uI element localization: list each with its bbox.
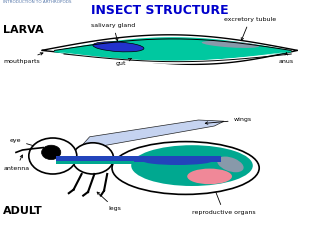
Ellipse shape <box>142 156 213 165</box>
Text: salivary gland: salivary gland <box>91 23 135 41</box>
Ellipse shape <box>202 41 259 48</box>
Polygon shape <box>42 35 298 64</box>
Text: antenna: antenna <box>3 155 29 170</box>
Ellipse shape <box>131 145 253 186</box>
Ellipse shape <box>112 142 259 194</box>
Text: anus: anus <box>278 53 293 64</box>
Polygon shape <box>56 161 134 164</box>
Ellipse shape <box>217 156 244 172</box>
Polygon shape <box>54 37 291 61</box>
Polygon shape <box>58 52 288 64</box>
Text: gut: gut <box>115 59 131 66</box>
Circle shape <box>72 143 114 174</box>
Text: INSECT STRUCTURE: INSECT STRUCTURE <box>91 4 229 17</box>
Polygon shape <box>83 120 224 148</box>
Text: eye: eye <box>10 138 44 150</box>
Ellipse shape <box>93 42 144 52</box>
Ellipse shape <box>187 168 232 184</box>
Circle shape <box>42 145 61 160</box>
Text: ADULT: ADULT <box>3 206 43 216</box>
Text: mouthparts: mouthparts <box>3 53 43 64</box>
Text: INTRODUCTION TO ARTHROPODS: INTRODUCTION TO ARTHROPODS <box>3 0 72 5</box>
Polygon shape <box>56 156 221 162</box>
Text: wings: wings <box>205 118 252 124</box>
Text: reproductive organs: reproductive organs <box>192 180 256 215</box>
Text: LARVA: LARVA <box>3 25 44 35</box>
Text: excretory tubule: excretory tubule <box>224 17 276 40</box>
Circle shape <box>29 138 77 174</box>
Text: legs: legs <box>97 192 122 211</box>
